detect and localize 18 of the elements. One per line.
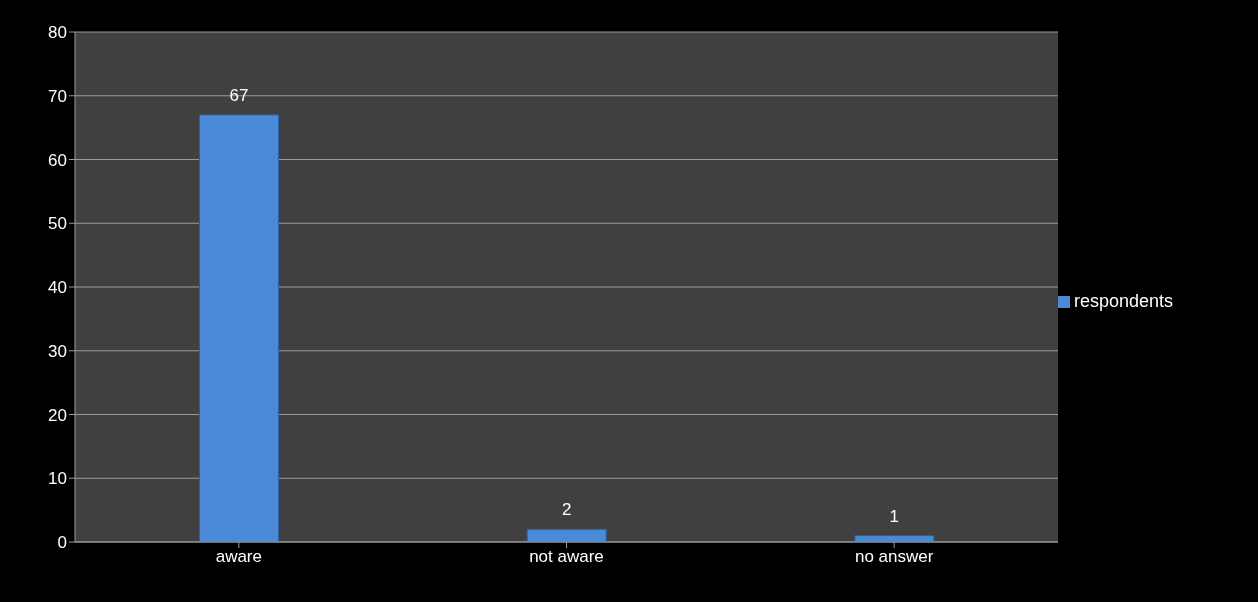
y-tick-label: 80	[48, 23, 67, 43]
bar	[199, 114, 280, 542]
y-tick-label: 50	[48, 214, 67, 234]
legend-label: respondents	[1074, 290, 1174, 311]
y-tick-label: 20	[48, 405, 67, 425]
y-tick-label: 60	[48, 150, 67, 170]
bar	[526, 528, 607, 542]
y-tick-label: 70	[48, 86, 67, 106]
x-tick-label: aware	[215, 547, 262, 567]
y-tick-label: 30	[48, 341, 67, 361]
data-label: 1	[889, 506, 900, 526]
data-label: 2	[561, 500, 572, 520]
y-tick-label: 0	[57, 533, 67, 553]
x-tick-label: not aware	[529, 547, 604, 567]
data-label: 67	[229, 85, 249, 105]
y-tick-label: 40	[48, 278, 67, 298]
y-tick-label: 10	[48, 469, 67, 489]
x-tick-label: no answer	[854, 547, 934, 567]
